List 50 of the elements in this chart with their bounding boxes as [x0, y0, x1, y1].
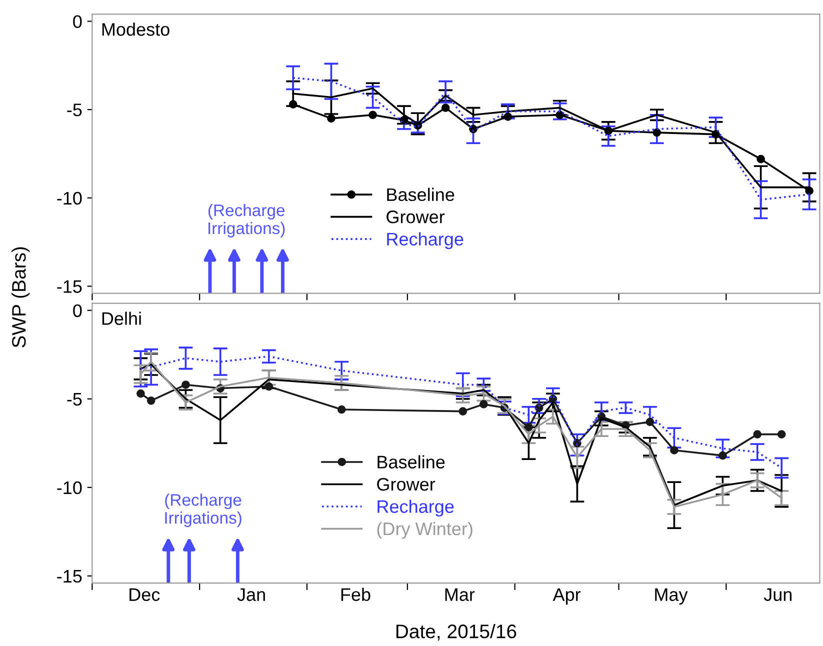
point: [136, 389, 145, 398]
y-tick-label: -5: [67, 393, 82, 406]
point: [646, 418, 654, 426]
point: [753, 430, 762, 438]
point: [524, 423, 533, 432]
y-axis-title: SWP (Bars): [12, 247, 30, 348]
point: [182, 380, 190, 389]
y-tick-label: -15: [57, 280, 82, 293]
chart-title: Delhi: [102, 312, 141, 325]
point: [556, 110, 564, 120]
point: [337, 405, 346, 414]
legend-label: Recharge: [378, 500, 454, 517]
chart-title: Modesto: [102, 22, 170, 36]
annotation: (Recharge Irrigations): [208, 204, 285, 238]
y-tick-label: 0: [73, 304, 82, 318]
legend-label: Baseline: [387, 188, 454, 202]
y-tick-label: 0: [73, 15, 82, 28]
legend-label: Recharge: [387, 232, 464, 250]
point: [327, 114, 336, 123]
y-tick-label: -5: [67, 104, 82, 116]
point: [718, 451, 727, 460]
x-axis-title: Date, 2015/16: [396, 624, 516, 641]
x-tick-label: Apr: [552, 588, 581, 605]
point: [264, 382, 274, 391]
point: [805, 186, 814, 196]
y-tick-label: -10: [57, 192, 82, 205]
point: [670, 446, 678, 454]
y-tick-label: -10: [57, 481, 82, 494]
x-tick-label: Jan: [237, 588, 265, 601]
point: [146, 396, 156, 405]
x-tick-label: Mar: [445, 588, 475, 601]
legend-label: Grower: [386, 210, 445, 224]
point: [368, 110, 377, 120]
legend-label: (Dry Winter): [377, 522, 472, 539]
y-tick-label: -15: [57, 570, 82, 583]
point: [288, 100, 298, 108]
x-tick-label: May: [655, 588, 688, 605]
point: [756, 154, 765, 164]
point: [777, 430, 786, 438]
point: [652, 128, 662, 137]
point: [441, 104, 450, 112]
point: [504, 112, 512, 121]
legend-label: Grower: [377, 478, 436, 491]
point: [479, 400, 488, 408]
point: [458, 407, 468, 416]
x-tick-label: Feb: [341, 588, 370, 601]
x-tick-label: Dec: [130, 588, 160, 601]
annotation: (Recharge Irrigations): [165, 494, 242, 528]
legend-label: Baseline: [378, 455, 445, 468]
x-tick-label: Jun: [764, 588, 792, 601]
